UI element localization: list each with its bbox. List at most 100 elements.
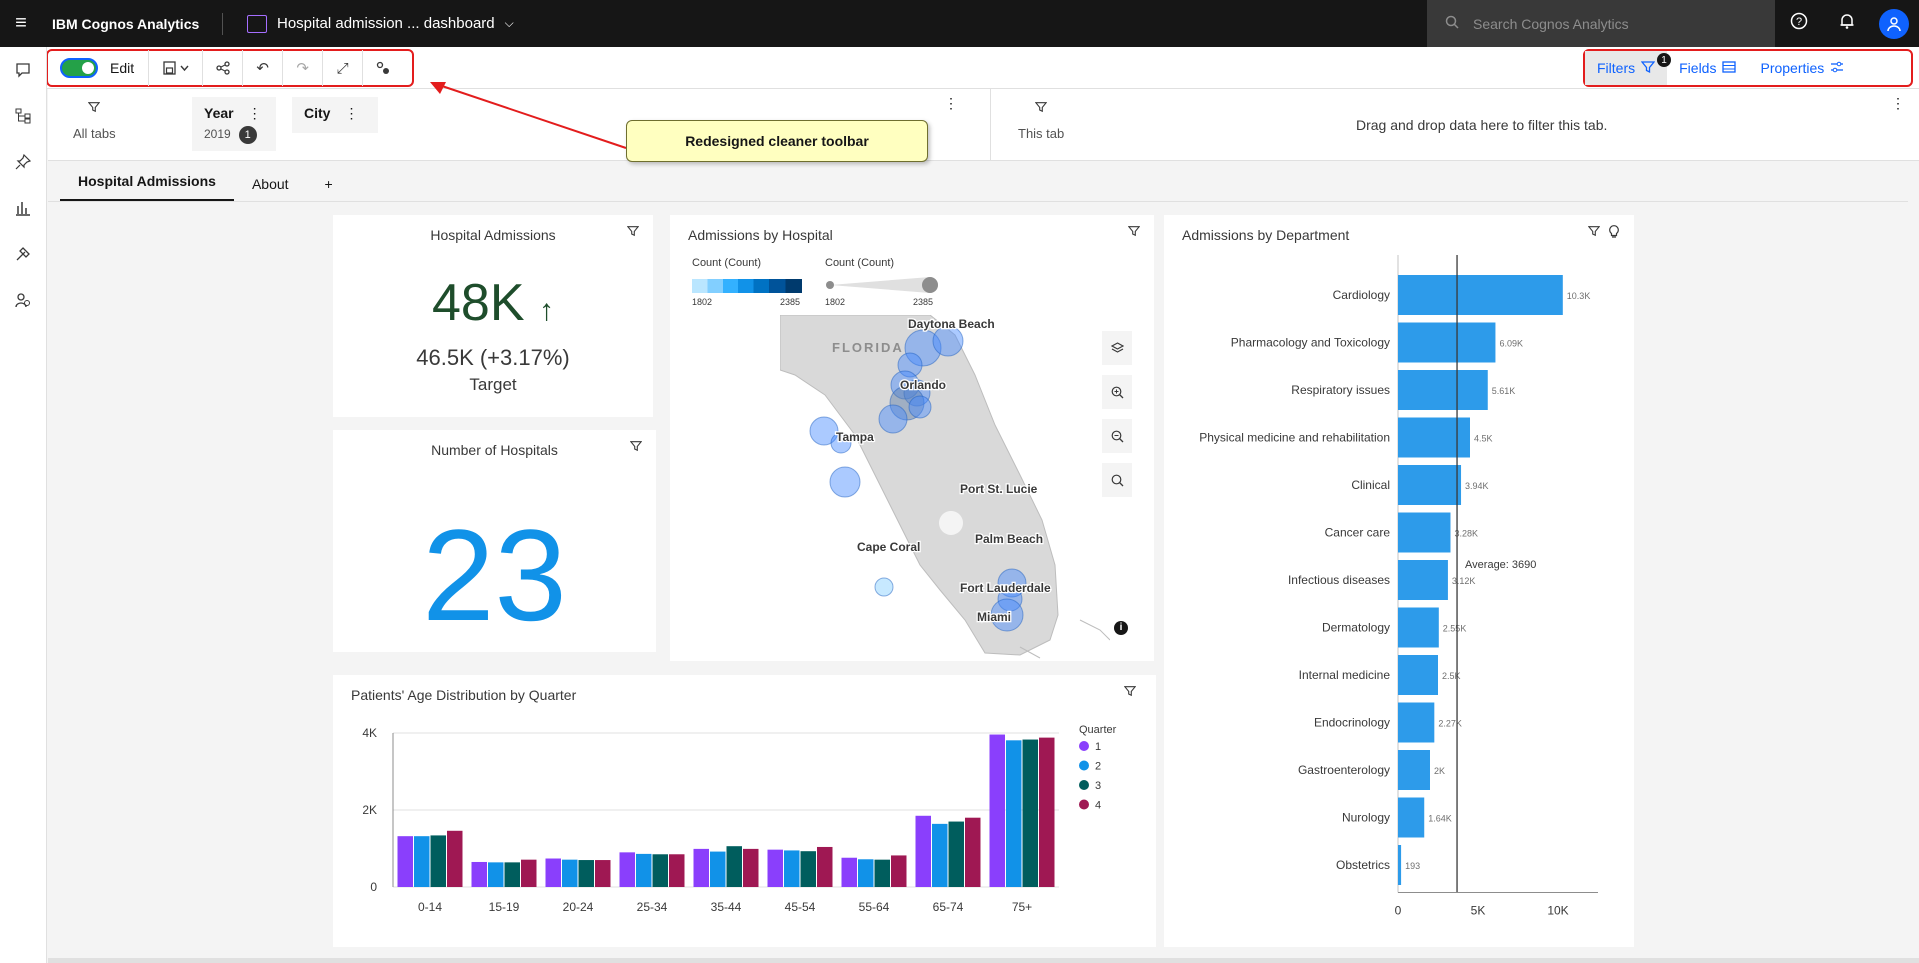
bar bbox=[1398, 607, 1439, 648]
filter-bar: All tabs Year ⋮ 2019 1 City ⋮ ⋮ This tab Dr… bbox=[48, 89, 1919, 161]
filters-button[interactable]: Filters 1 bbox=[1585, 51, 1671, 85]
year-filter-chip[interactable]: Year ⋮ 2019 1 bbox=[192, 97, 276, 151]
map-card[interactable]: Admissions by Hospital Count (Count) 180… bbox=[670, 215, 1154, 661]
florida-map[interactable]: FLORIDA Daytona Beach Orlando Tampa Port… bbox=[780, 315, 1110, 661]
bar bbox=[504, 862, 520, 887]
overflow-menu-icon[interactable]: ⋮ bbox=[247, 105, 262, 121]
add-tab-button[interactable]: + bbox=[324, 176, 333, 192]
age-chart-card[interactable]: Patients' Age Distribution by Quarter 4K… bbox=[333, 675, 1156, 947]
average-label: Average: 3690 bbox=[1465, 559, 1536, 571]
year-filter-count: 1 bbox=[238, 126, 257, 144]
bar bbox=[726, 846, 742, 887]
search-placeholder: Search Cognos Analytics bbox=[1473, 15, 1629, 32]
overflow-menu-icon[interactable]: ⋮ bbox=[944, 95, 958, 111]
category-label: Cardiology bbox=[1333, 288, 1390, 302]
bar bbox=[1022, 739, 1038, 887]
zoom-in-button[interactable] bbox=[1102, 375, 1132, 409]
map-label-orlando: Orlando bbox=[900, 378, 946, 392]
bar bbox=[652, 854, 668, 887]
fullscreen-button[interactable]: ⤢ bbox=[322, 50, 362, 86]
data-tree-icon[interactable] bbox=[0, 93, 46, 139]
kpi-target-label: Target bbox=[469, 375, 517, 394]
all-tabs-filter-area[interactable]: All tabs bbox=[73, 101, 116, 141]
edit-toolbar-group: Edit ↶ ↷ ⤢ bbox=[46, 49, 414, 87]
bar bbox=[562, 859, 578, 887]
filter-icon[interactable] bbox=[1587, 225, 1601, 240]
insight-bulb-icon[interactable] bbox=[1608, 225, 1620, 241]
callout-arrow bbox=[430, 82, 627, 149]
legend-swatch bbox=[1079, 741, 1089, 751]
dashboard-selector[interactable]: Hospital admission ... dashboard ⌵ bbox=[247, 14, 514, 33]
zoom-out-button[interactable] bbox=[1102, 419, 1132, 453]
assistant-icon[interactable] bbox=[0, 277, 46, 323]
properties-button[interactable]: Properties bbox=[1748, 51, 1856, 85]
redo-button[interactable]: ↷ bbox=[282, 50, 322, 86]
left-rail bbox=[0, 47, 47, 963]
tab-hospital-admissions[interactable]: Hospital Admissions bbox=[60, 164, 234, 202]
bar bbox=[948, 821, 964, 887]
overflow-menu-icon[interactable]: ⋮ bbox=[344, 105, 359, 121]
undo-button[interactable]: ↶ bbox=[242, 50, 282, 86]
year-filter-label: Year bbox=[204, 105, 234, 121]
hospital-bubble bbox=[874, 577, 894, 597]
user-avatar[interactable] bbox=[1879, 9, 1909, 39]
share-button[interactable] bbox=[202, 50, 242, 86]
bar bbox=[430, 835, 446, 887]
category-label: Nurology bbox=[1342, 811, 1390, 825]
search-input[interactable]: Search Cognos Analytics bbox=[1427, 0, 1775, 47]
info-icon[interactable]: i bbox=[1114, 621, 1128, 635]
bar bbox=[1006, 740, 1022, 887]
bar bbox=[767, 849, 783, 887]
kpi-value-row: 48K ↑ bbox=[333, 273, 653, 333]
x-tick-label: 65-74 bbox=[933, 900, 964, 914]
kpi-admissions-card[interactable]: Hospital Admissions 48K ↑ 46.5K (+3.17%)… bbox=[333, 215, 653, 417]
filter-icon bbox=[1640, 60, 1656, 77]
fields-button[interactable]: Fields bbox=[1667, 51, 1748, 85]
bar bbox=[521, 859, 537, 887]
filter-icon[interactable] bbox=[626, 225, 640, 240]
drill-button[interactable] bbox=[362, 50, 402, 86]
category-label: Clinical bbox=[1351, 478, 1390, 492]
notification-icon[interactable] bbox=[1838, 12, 1856, 35]
help-icon[interactable]: ? bbox=[1790, 12, 1808, 35]
legend-label: 4 bbox=[1095, 800, 1101, 812]
filter-icon[interactable] bbox=[1127, 225, 1141, 240]
legend-swatch bbox=[1079, 760, 1089, 771]
size-legend-min: 1802 bbox=[825, 297, 846, 307]
bar bbox=[817, 846, 833, 887]
divider bbox=[990, 89, 991, 161]
search-map-button[interactable] bbox=[1102, 463, 1132, 497]
pin-icon[interactable] bbox=[0, 139, 46, 185]
horizontal-scrollbar[interactable] bbox=[48, 958, 1919, 963]
map-label-port-st-lucie: Port St. Lucie bbox=[960, 482, 1038, 496]
widgets-icon[interactable] bbox=[0, 231, 46, 277]
data-label: 5.61K bbox=[1492, 386, 1516, 396]
bar bbox=[447, 830, 463, 887]
color-legend-min: 1802 bbox=[692, 297, 713, 307]
x-tick-label: 20-24 bbox=[563, 900, 594, 914]
card-title: Admissions by Hospital bbox=[688, 227, 833, 243]
layers-button[interactable] bbox=[1102, 331, 1132, 365]
department-chart-card[interactable]: Admissions by Department Cardiology 10.3K… bbox=[1164, 215, 1634, 947]
visualizations-icon[interactable] bbox=[0, 185, 46, 231]
hospital-bubble bbox=[997, 568, 1027, 598]
bar bbox=[841, 857, 857, 887]
hospital-bubble bbox=[830, 432, 852, 454]
filter-icon[interactable] bbox=[629, 440, 643, 455]
this-tab-filter-area[interactable]: This tab bbox=[1018, 101, 1064, 141]
drop-zone-hint[interactable]: Drag and drop data here to filter this t… bbox=[1356, 117, 1608, 133]
comment-icon[interactable] bbox=[0, 47, 46, 93]
category-label: Respiratory issues bbox=[1291, 383, 1390, 397]
filter-icon[interactable] bbox=[1123, 685, 1137, 700]
edit-toggle[interactable] bbox=[60, 58, 98, 78]
y-tick-label: 2K bbox=[362, 803, 377, 817]
tab-about[interactable]: About bbox=[251, 176, 289, 192]
save-button[interactable] bbox=[148, 50, 202, 86]
city-filter-chip[interactable]: City ⋮ bbox=[292, 97, 378, 133]
fields-icon bbox=[1722, 60, 1737, 76]
kpi-hospitals-card[interactable]: Number of Hospitals 23 bbox=[333, 430, 656, 652]
menu-icon[interactable]: ≡ bbox=[15, 12, 27, 34]
card-title: Patients' Age Distribution by Quarter bbox=[351, 687, 577, 703]
overflow-menu-icon[interactable]: ⋮ bbox=[1891, 95, 1905, 111]
bar bbox=[669, 854, 685, 887]
